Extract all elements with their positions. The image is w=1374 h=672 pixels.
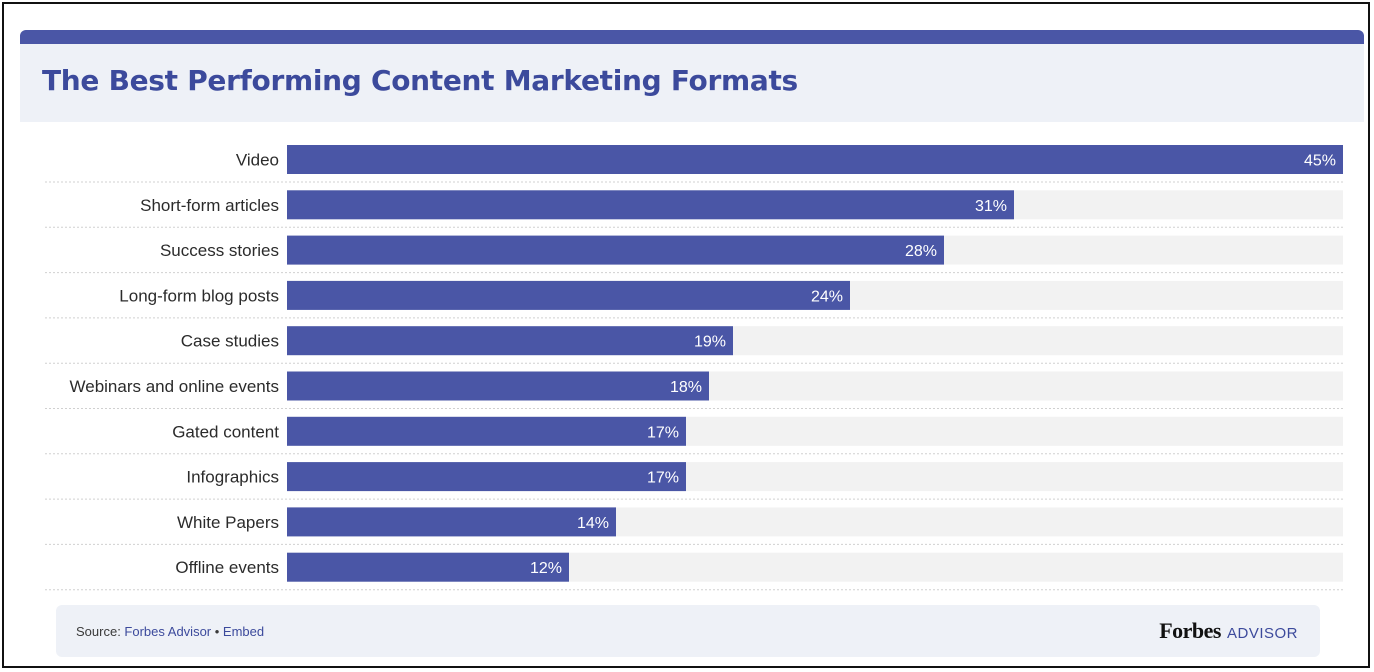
source-link[interactable]: Forbes Advisor [124,624,212,639]
category-label: Webinars and online events [70,377,280,396]
source-separator: • [211,624,223,639]
value-label: 12% [530,560,562,577]
category-label: Success stories [160,241,279,260]
category-label: Case studies [181,332,279,351]
bar [287,507,616,537]
chart-footer: Source: Forbes Advisor • Embed Forbes ADV… [56,605,1320,657]
bar [287,190,1014,220]
category-label: Offline events [175,558,279,577]
bar [287,371,709,401]
bar [287,462,686,492]
bar [287,235,944,265]
forbes-advisor-logo[interactable]: Forbes ADVISOR [1159,618,1298,644]
value-label: 45% [1304,153,1336,170]
bar [287,145,1343,174]
category-label: Short-form articles [140,196,279,215]
bar [287,280,850,310]
category-label: Gated content [172,422,279,441]
category-label: Infographics [186,468,279,487]
value-label: 14% [577,515,609,532]
value-label: 17% [647,424,679,441]
brand-suffix: ADVISOR [1226,625,1298,642]
category-label: White Papers [177,513,279,532]
bar-chart: Video 45% Short-form articles 31% Success st… [45,145,1344,591]
chart-header: The Best Performing Content Marketing Fo… [20,30,1364,122]
source-label: Source: [76,624,125,639]
chart-title: The Best Performing Content Marketing Fo… [42,64,798,97]
header-accent-stripe [20,30,1364,44]
embed-link[interactable]: Embed [222,624,265,639]
brand-name: Forbes [1159,618,1221,643]
bar [287,416,686,446]
value-label: 28% [905,243,937,260]
bar [287,552,569,582]
value-label: 17% [647,470,679,487]
category-label: Video [236,151,279,170]
source-line: Source: Forbes Advisor • Embed [76,624,264,639]
value-label: 31% [975,198,1007,215]
value-label: 24% [811,288,843,305]
value-label: 18% [670,379,702,396]
value-label: 19% [694,334,726,351]
bar [287,326,733,356]
category-label: Long-form blog posts [119,286,279,305]
